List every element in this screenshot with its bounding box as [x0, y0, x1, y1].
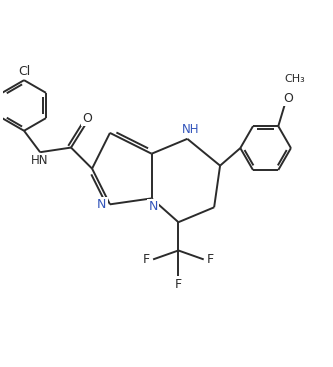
- Text: O: O: [284, 92, 293, 105]
- Text: CH₃: CH₃: [285, 74, 305, 84]
- Text: NH: NH: [181, 123, 199, 137]
- Text: N: N: [97, 198, 107, 211]
- Text: F: F: [207, 253, 214, 266]
- Text: Cl: Cl: [18, 65, 30, 78]
- Text: HN: HN: [31, 154, 48, 167]
- Text: F: F: [143, 253, 150, 266]
- Text: F: F: [175, 277, 182, 291]
- Text: O: O: [82, 112, 92, 126]
- Text: N: N: [149, 200, 158, 213]
